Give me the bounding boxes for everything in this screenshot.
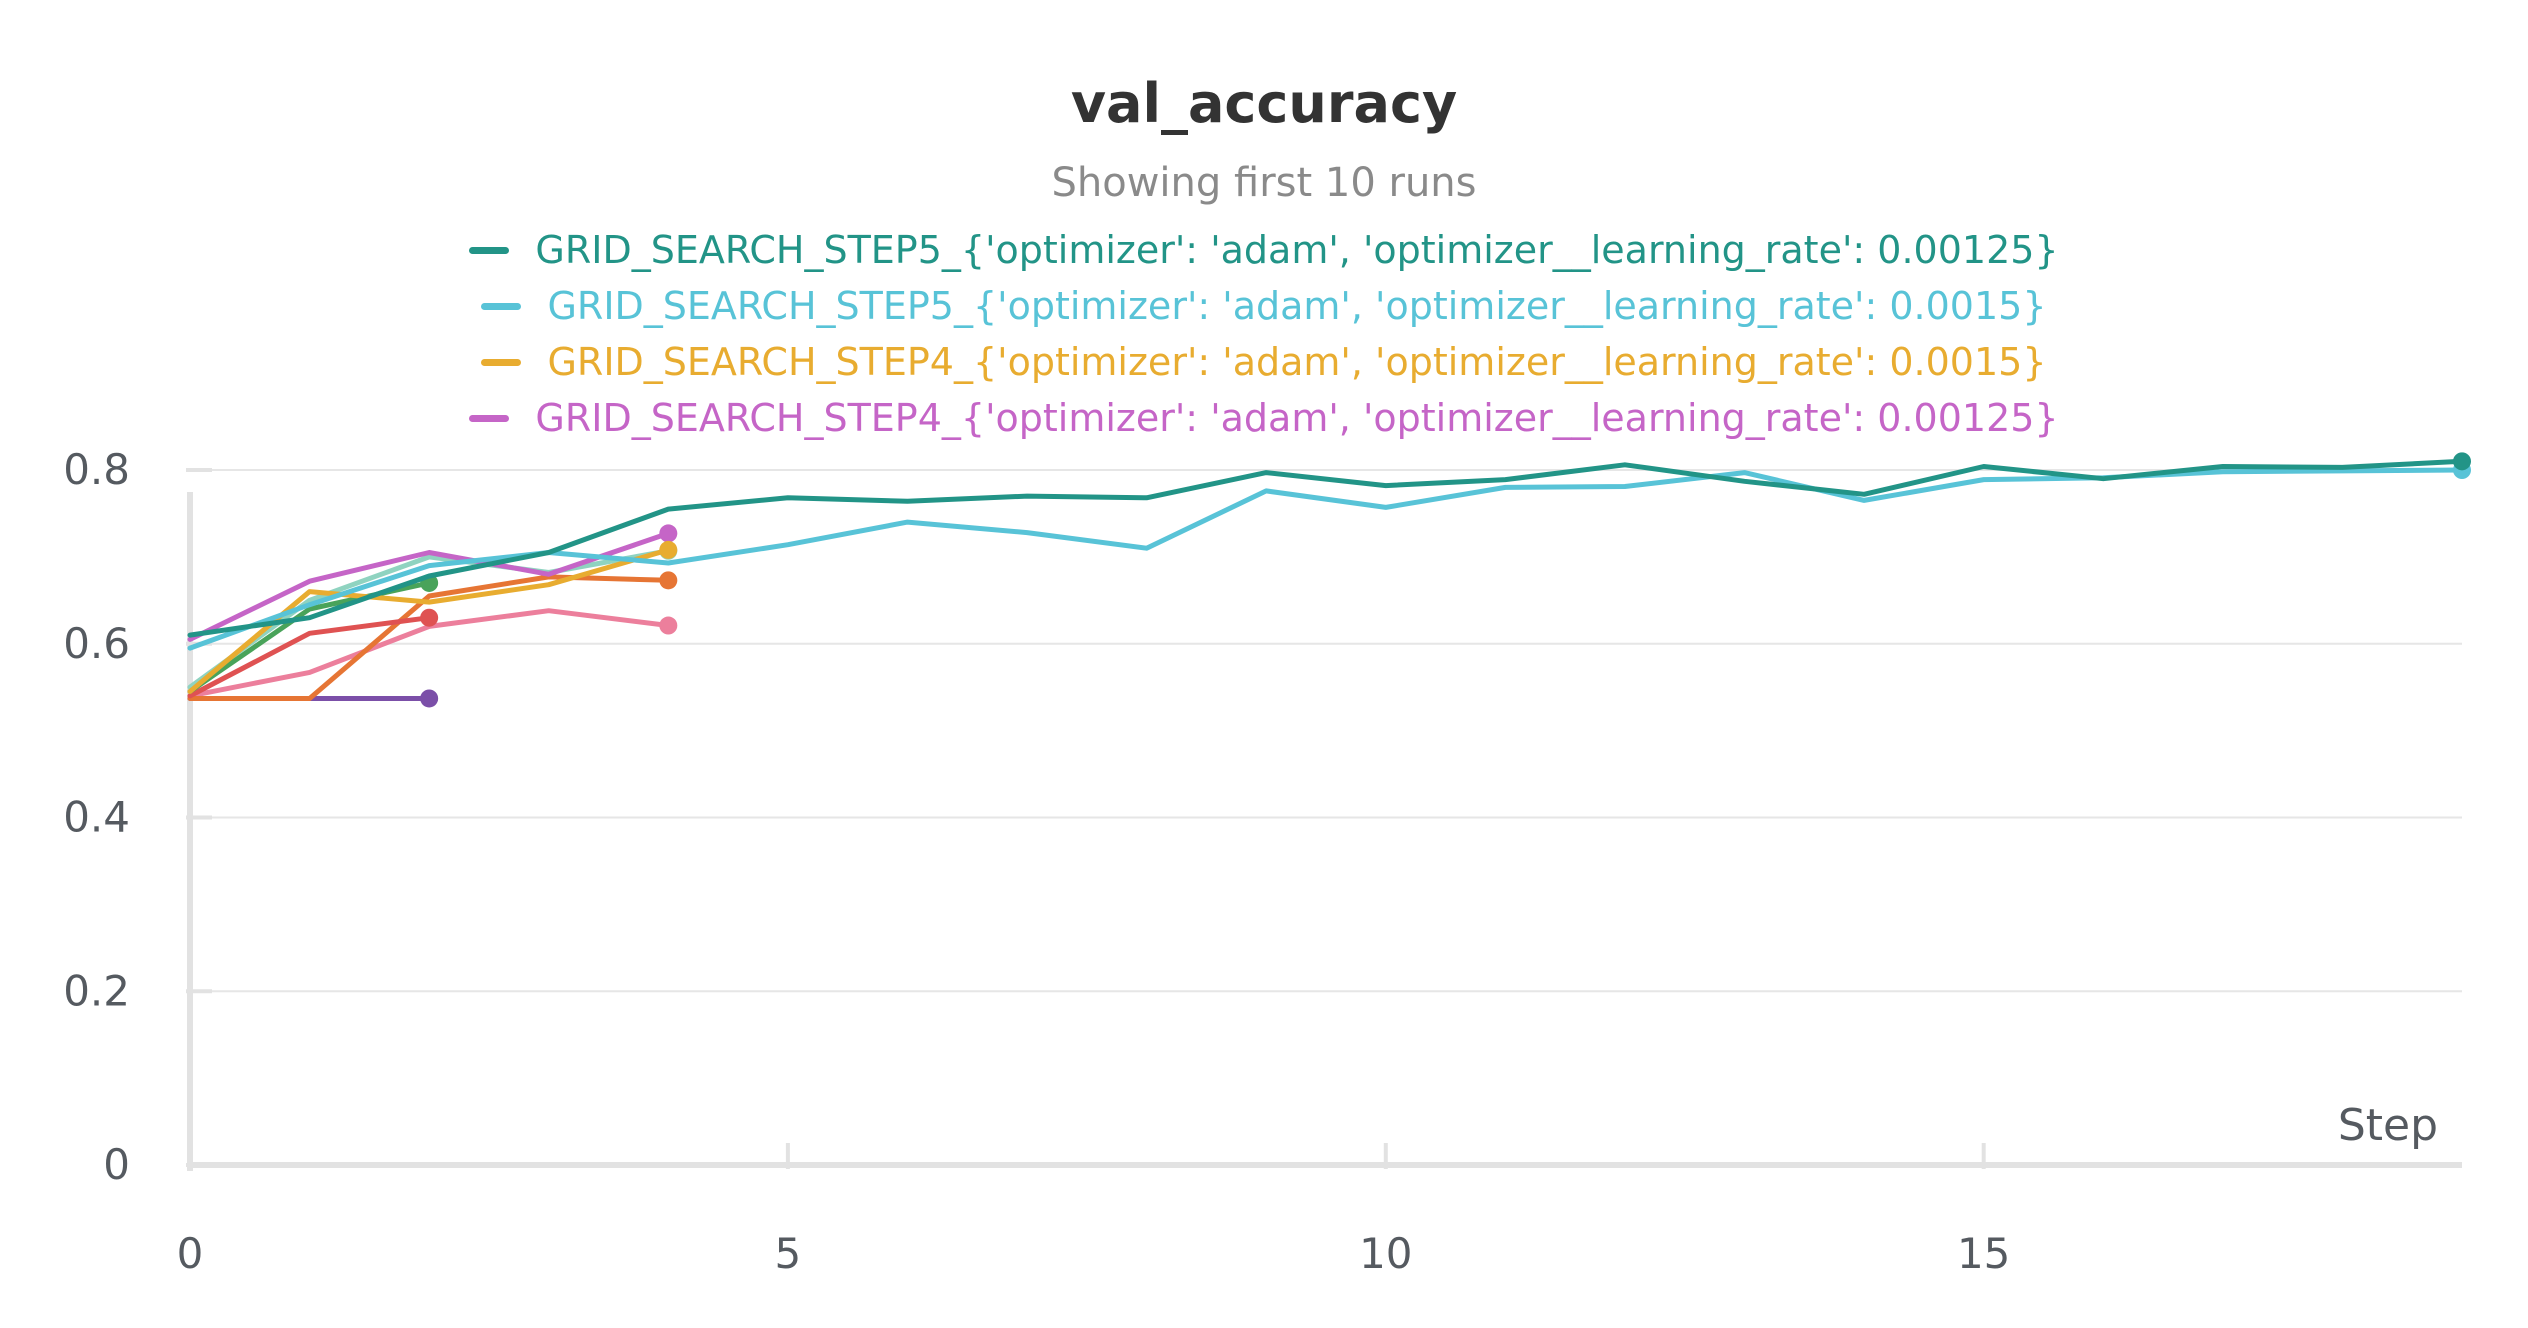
y-tick-label: 0 — [103, 1140, 130, 1189]
legend-swatch — [469, 414, 510, 422]
x-axis-label: Step — [2338, 1100, 2438, 1151]
y-tick-label: 0.4 — [63, 793, 130, 842]
series-endpoint — [659, 571, 678, 590]
x-tick-label: 15 — [1957, 1229, 2010, 1278]
chart-title: val_accuracy — [1070, 72, 1458, 135]
y-tick-label: 0.8 — [63, 445, 130, 494]
legend-item[interactable]: GRID_SEARCH_STEP5_{'optimizer': 'adam', … — [481, 278, 2047, 334]
y-tick-label: 0.2 — [63, 966, 130, 1015]
legend: GRID_SEARCH_STEP5_{'optimizer': 'adam', … — [0, 222, 2528, 446]
x-tick-label: 10 — [1359, 1229, 1412, 1278]
series-line — [187, 548, 671, 690]
legend-label: GRID_SEARCH_STEP5_{'optimizer': 'adam', … — [535, 228, 2059, 272]
legend-item[interactable]: GRID_SEARCH_STEP5_{'optimizer': 'adam', … — [469, 222, 2059, 278]
series-endpoint — [420, 608, 439, 627]
legend-label: GRID_SEARCH_STEP5_{'optimizer': 'adam', … — [547, 284, 2047, 328]
y-tick-label: 0.6 — [63, 619, 130, 668]
legend-label: GRID_SEARCH_STEP4_{'optimizer': 'adam', … — [547, 340, 2047, 384]
legend-swatch — [481, 302, 522, 310]
x-tick-label: 0 — [177, 1229, 204, 1278]
series-endpoint — [659, 616, 678, 635]
chart-subtitle: Showing first 10 runs — [1051, 160, 1477, 206]
legend-label: GRID_SEARCH_STEP4_{'optimizer': 'adam', … — [535, 396, 2059, 440]
series-line — [187, 615, 432, 699]
series-line — [187, 574, 671, 701]
series-endpoint — [659, 540, 678, 559]
legend-item[interactable]: GRID_SEARCH_STEP4_{'optimizer': 'adam', … — [469, 390, 2059, 446]
series-line — [187, 467, 2465, 651]
series-line — [187, 458, 2465, 638]
series-endpoint — [420, 689, 439, 708]
series-endpoint — [2453, 452, 2471, 471]
series-line — [187, 530, 671, 642]
x-tick-label: 5 — [775, 1229, 802, 1278]
legend-item[interactable]: GRID_SEARCH_STEP4_{'optimizer': 'adam', … — [481, 334, 2047, 390]
legend-swatch — [481, 358, 522, 366]
legend-swatch — [469, 246, 510, 254]
series-endpoint — [659, 524, 678, 543]
